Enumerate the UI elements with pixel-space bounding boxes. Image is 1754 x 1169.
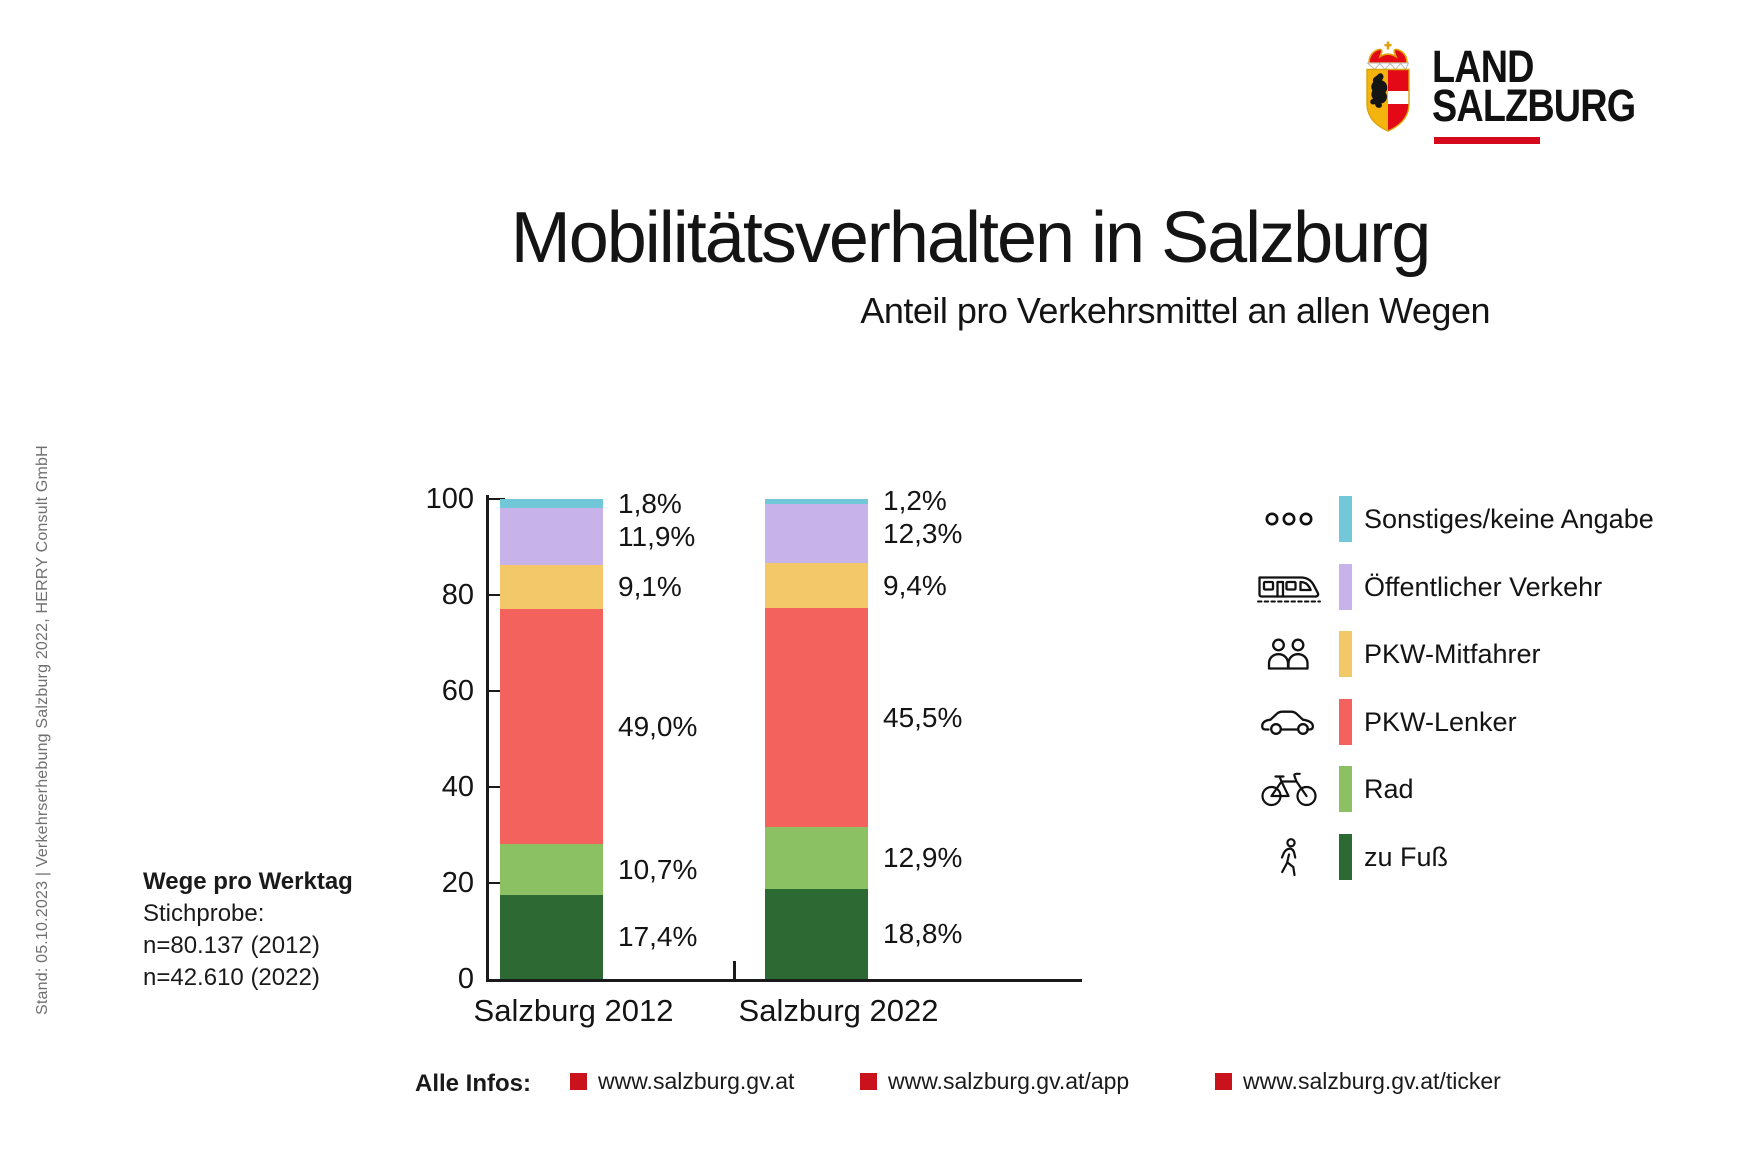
bar-segment: [500, 508, 603, 566]
red-square-icon: [1215, 1073, 1232, 1090]
bar-segment: [765, 504, 868, 564]
y-axis-line: [486, 495, 489, 981]
footer-url: www.salzburg.gv.at/ticker: [1243, 1068, 1501, 1094]
y-tick: [488, 689, 505, 693]
legend-label: Sonstiges/keine Angabe: [1364, 503, 1654, 534]
legend-swatch: [1339, 496, 1352, 542]
legend-label: zu Fuß: [1364, 841, 1449, 872]
legend-swatch: [1339, 699, 1352, 745]
y-tick: [488, 497, 505, 501]
page-title: Mobilitätsverhalten in Salzburg: [510, 198, 1432, 278]
red-square-icon: [570, 1073, 587, 1090]
passengers-icon: [1245, 638, 1333, 670]
segment-label: 17,4%: [618, 921, 698, 953]
segment-label: 11,9%: [618, 520, 696, 552]
logo-wordmark: LAND SALZBURG: [1432, 41, 1636, 131]
sample-info-title: Wege pro Werktag: [143, 868, 353, 895]
legend-swatch: [1339, 631, 1352, 677]
legend-label: PKW-Mitfahrer: [1364, 638, 1541, 669]
y-tick-label: 0: [457, 963, 474, 995]
y-tick-label: 80: [441, 579, 474, 611]
segment-label: 49,0%: [618, 710, 698, 742]
pedestrian-icon: [1245, 838, 1333, 876]
footer-link: www.salzburg.gv.at/app: [860, 1068, 1129, 1095]
logo-line1: LAND: [1432, 41, 1534, 92]
legend-label: Öffentlicher Verkehr: [1364, 571, 1603, 602]
category-label: Salzburg 2022: [738, 993, 939, 1028]
segment-label: 1,8%: [618, 487, 682, 519]
y-tick: [488, 785, 505, 789]
land-salzburg-crest: [1360, 40, 1416, 136]
segment-label: 10,7%: [618, 853, 698, 885]
bicycle-icon: [1245, 771, 1333, 807]
source-note: Stand: 05.10.2023 | Verkehrserhebung Sal…: [34, 445, 51, 1015]
bar-segment: [500, 499, 603, 509]
legend-label: PKW-Lenker: [1364, 706, 1517, 737]
category-label: Salzburg 2012: [473, 993, 674, 1028]
car-icon: [1245, 708, 1333, 736]
sample-info-line: n=80.137 (2012): [143, 932, 320, 959]
bar-segment: [765, 563, 868, 609]
x-axis-line: [486, 979, 1082, 982]
bar-segment: [765, 826, 868, 889]
footer-url: www.salzburg.gv.at/app: [888, 1068, 1130, 1094]
logo-line2: SALZBURG: [1432, 80, 1636, 131]
segment-label: 18,8%: [883, 917, 963, 949]
logo-red-underline: [1434, 137, 1540, 144]
coat-of-arms-icon: [1366, 41, 1410, 132]
footer-label: Alle Infos:: [415, 1070, 532, 1097]
legend-item-sonstiges: Sonstiges/keine Angabe: [1245, 486, 1654, 552]
three-circles-icon: [1245, 510, 1333, 528]
segment-label: 12,3%: [883, 517, 963, 549]
footer-url: www.salzburg.gv.at: [598, 1068, 795, 1094]
bar-segment: [500, 608, 603, 845]
bar-segment: [765, 888, 868, 979]
sample-info-line: n=42.610 (2022): [143, 964, 320, 991]
y-tick: [488, 881, 505, 885]
legend-item-pkw-mitfahrer: PKW-Mitfahrer: [1245, 621, 1541, 687]
bar-segment: [500, 895, 603, 979]
legend-swatch: [1339, 564, 1352, 610]
x-axis-category-tick: [733, 961, 736, 979]
legend-label: Rad: [1364, 773, 1414, 804]
segment-label: 12,9%: [883, 841, 963, 873]
bar-segment: [765, 608, 868, 827]
sample-info-line: Stichprobe:: [143, 900, 265, 927]
bar-segment: [765, 498, 868, 505]
footer-link: www.salzburg.gv.at: [570, 1068, 794, 1095]
page-subtitle: Anteil pro Verkehrsmittel an allen Wegen: [860, 290, 1490, 331]
legend-item-zu-fuss: zu Fuß: [1245, 824, 1448, 890]
legend-swatch: [1339, 834, 1352, 880]
legend-swatch: [1339, 766, 1352, 812]
y-tick-label: 20: [441, 867, 474, 899]
segment-label: 45,5%: [883, 701, 963, 733]
legend-item-oeffentlicher-verkehr: Öffentlicher Verkehr: [1245, 554, 1602, 620]
y-tick: [488, 593, 505, 597]
bar-segment: [500, 844, 603, 896]
train-icon: [1245, 570, 1333, 604]
y-tick-label: 60: [441, 675, 474, 707]
sample-info-block: Wege pro Werktag Stichprobe: n=80.137 (2…: [143, 866, 353, 994]
legend-item-rad: Rad: [1245, 756, 1414, 822]
red-square-icon: [860, 1073, 877, 1090]
bar-segment: [500, 565, 603, 609]
footer-link: www.salzburg.gv.at/ticker: [1215, 1068, 1501, 1095]
y-tick-label: 100: [425, 483, 474, 515]
segment-label: 1,2%: [883, 485, 947, 517]
y-tick-label: 40: [441, 771, 474, 803]
segment-label: 9,1%: [618, 571, 682, 603]
legend-item-pkw-lenker: PKW-Lenker: [1245, 689, 1517, 755]
segment-label: 9,4%: [883, 569, 947, 601]
